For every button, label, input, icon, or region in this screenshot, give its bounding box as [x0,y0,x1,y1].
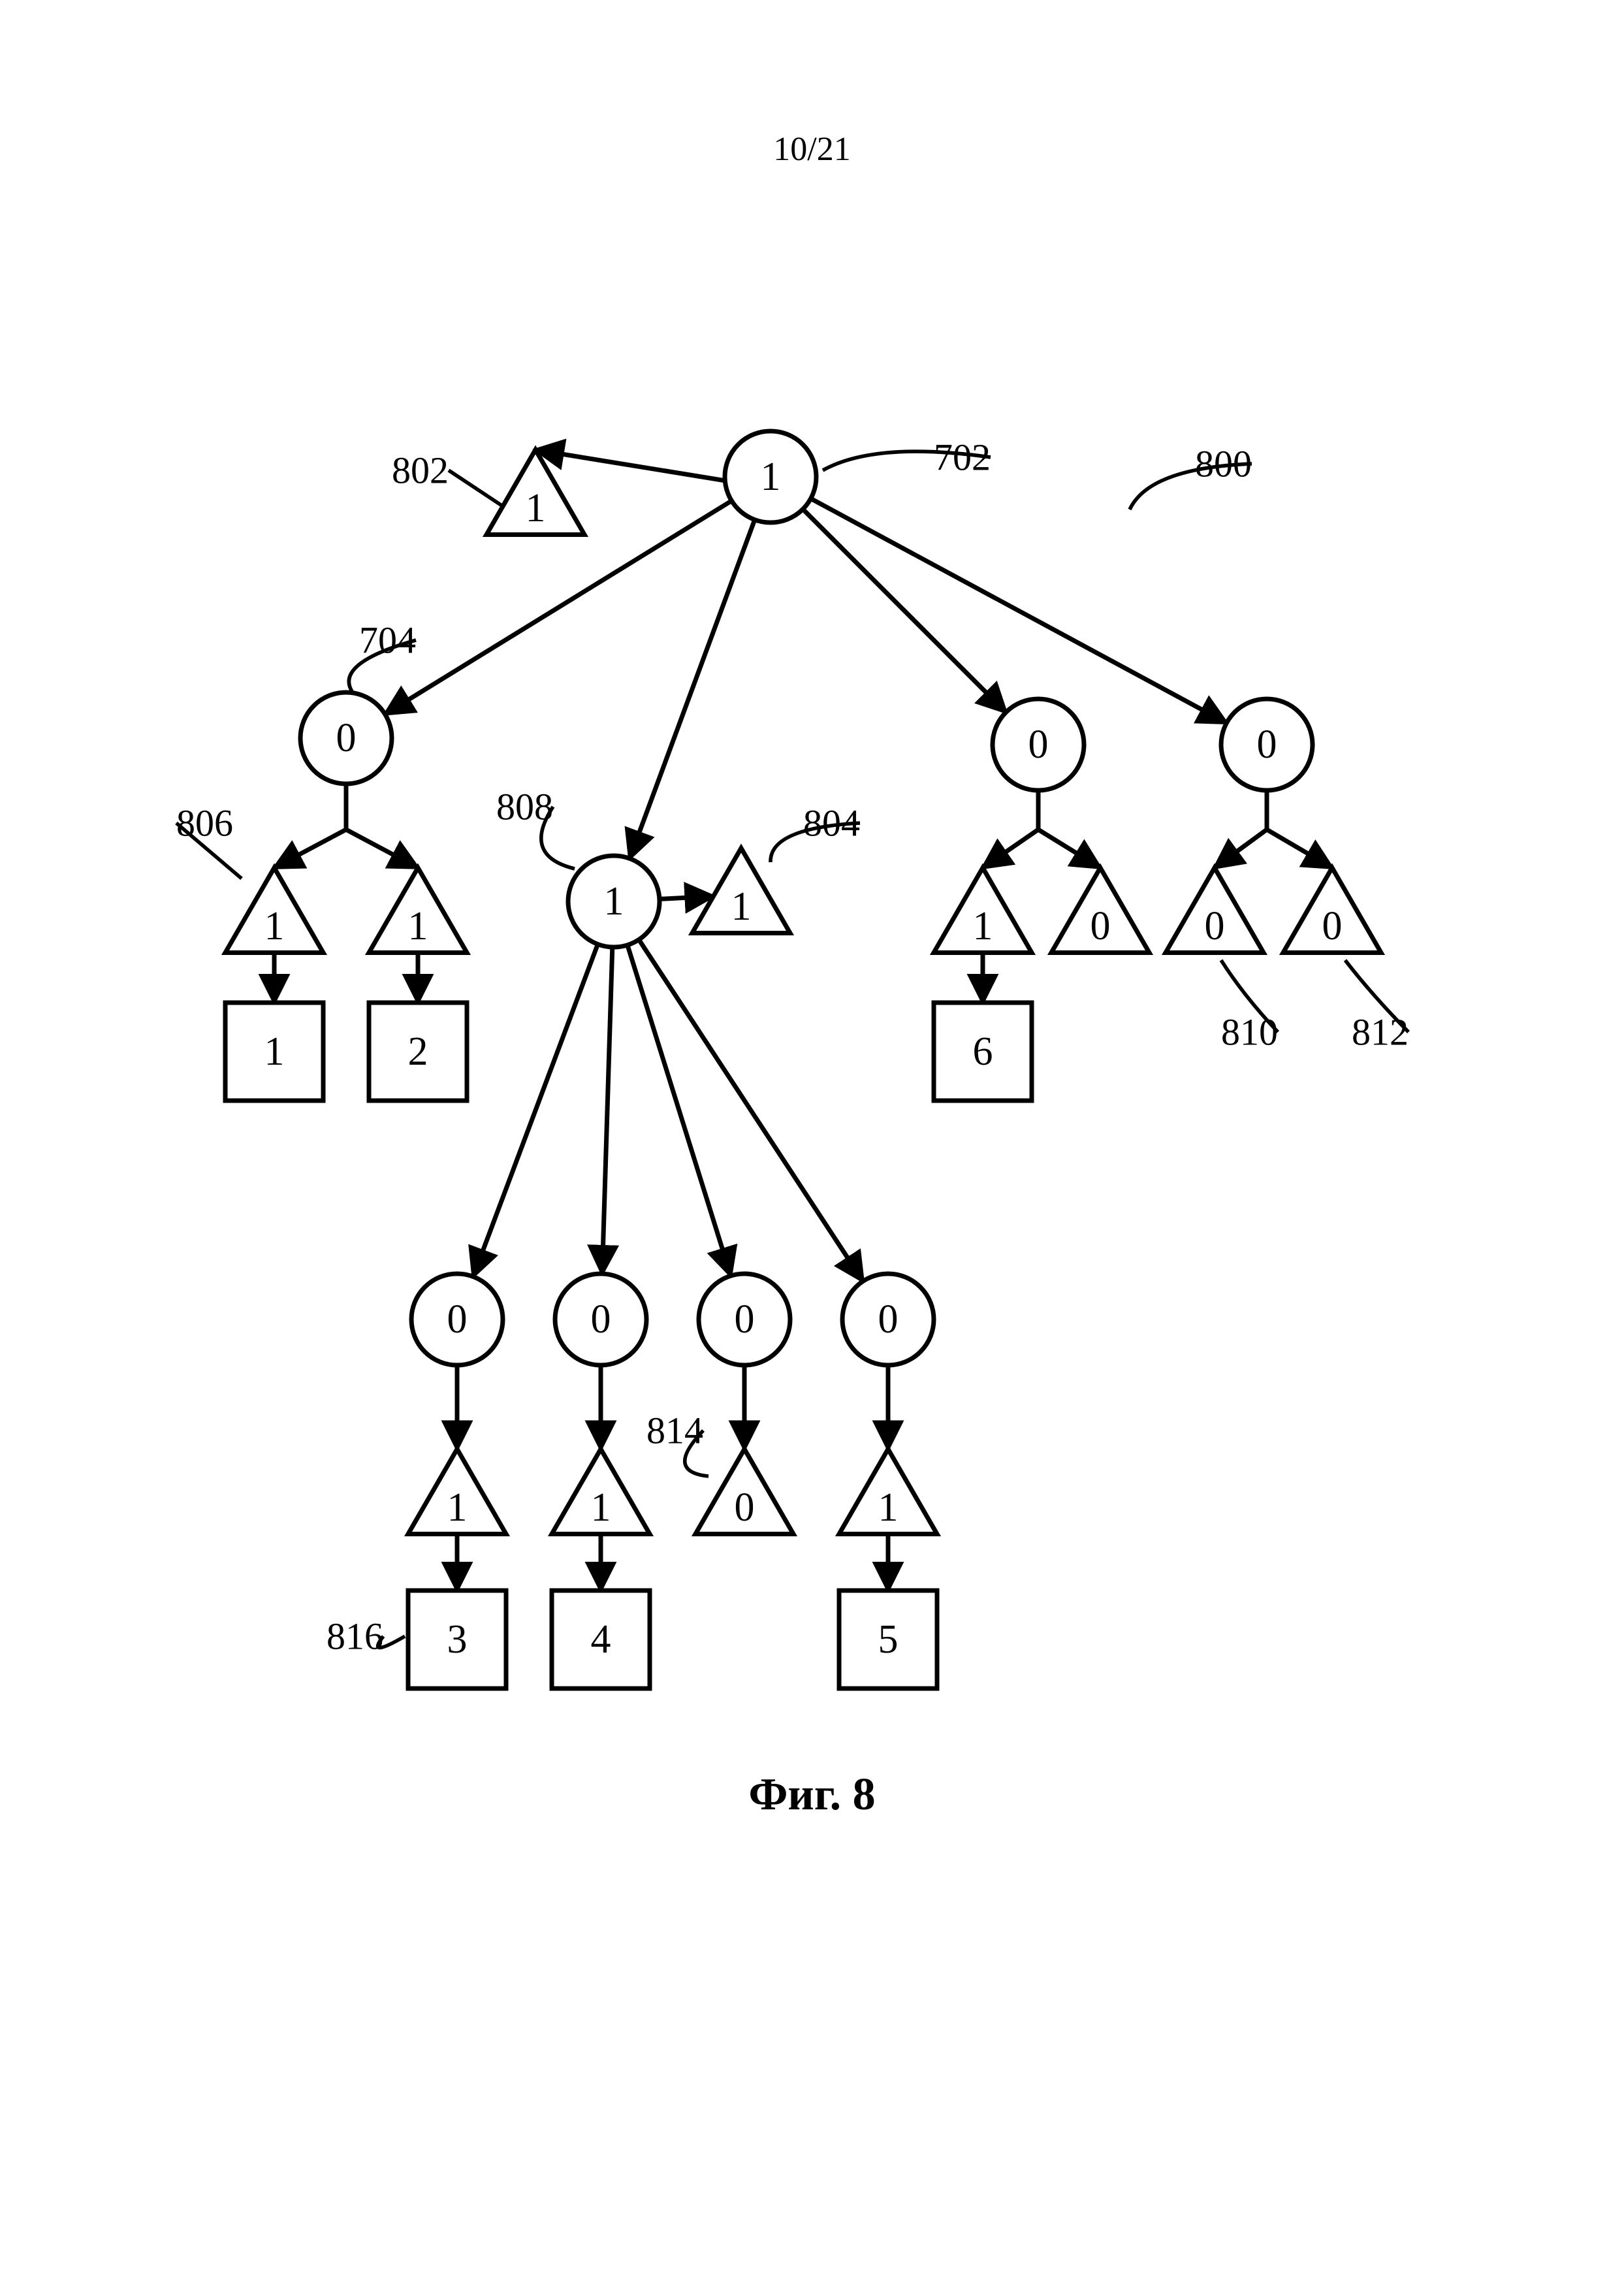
edge [983,790,1038,868]
node-value: 0 [336,716,357,760]
node-triangle: 0 [695,1449,793,1534]
edge [628,945,731,1276]
node-triangle: 1 [408,1449,506,1534]
reference-label: 800 [1195,443,1252,485]
node-circle: 0 [699,1274,790,1365]
edge [803,509,1006,712]
node-value: 1 [591,1485,611,1530]
node-circle: 0 [555,1274,646,1365]
edge [660,896,714,899]
node-square: 5 [839,1591,937,1688]
edge [1038,790,1100,868]
reference-label: 810 [1221,1011,1278,1054]
reference-label: 814 [646,1410,703,1452]
node-value: 0 [735,1485,755,1530]
node-value: 1 [604,879,624,924]
node-triangle: 1 [225,868,323,953]
node-circle: 1 [725,431,816,523]
diagram-canvas: 10/2111010011110001260000110134580270280… [0,0,1624,2294]
node-circle: 0 [300,692,392,784]
node-value: 1 [973,904,993,948]
edge [274,784,346,868]
edge [346,784,418,868]
node-square: 4 [552,1591,650,1688]
node-value: 1 [447,1485,468,1530]
reference-label: 806 [176,802,233,845]
node-value: 1 [878,1485,899,1530]
node-square: 2 [369,1003,467,1101]
edge [1215,790,1267,868]
node-value: 2 [408,1029,428,1074]
node-value: 6 [973,1029,993,1074]
edge [811,498,1227,723]
node-square: 3 [408,1591,506,1688]
page-number: 10/21 [773,131,850,168]
node-triangle: 1 [552,1449,650,1534]
node-square: 6 [934,1003,1032,1101]
node-circle: 0 [993,699,1084,790]
node-circle: 0 [411,1274,503,1365]
node-value: 1 [264,904,285,948]
edge [1267,790,1332,868]
reference-label: 804 [803,802,860,845]
node-circle: 0 [842,1274,934,1365]
node-square: 1 [225,1003,323,1101]
edge [535,450,725,481]
edge [473,945,598,1277]
node-circle: 1 [568,856,660,947]
node-value: 1 [408,904,428,948]
node-value: 4 [591,1617,611,1662]
node-triangle: 0 [1283,868,1381,953]
node-triangle: 1 [692,848,790,933]
node-circle: 0 [1221,699,1313,790]
reference-label: 704 [359,619,416,662]
reference-label: 802 [392,449,449,492]
node-value: 0 [1091,904,1111,948]
node-value: 0 [1257,722,1277,767]
node-value: 0 [735,1297,755,1342]
node-value: 0 [447,1297,468,1342]
node-value: 0 [1028,722,1049,767]
labels: 802 702 800 704 806 808 804 810 812 814 816 [176,436,1409,1658]
reference-label: 808 [496,786,553,828]
edge [629,520,755,859]
node-triangle: 1 [839,1449,937,1534]
node-value: 1 [526,486,546,530]
edge [602,947,613,1274]
node-value: 1 [264,1029,285,1074]
node-value: 5 [878,1617,899,1662]
reference-label: 702 [934,436,991,479]
node-triangle: 0 [1051,868,1149,953]
node-triangle: 1 [369,868,467,953]
node-triangle: 1 [486,450,584,535]
edge [639,940,863,1282]
node-value: 0 [1205,904,1225,948]
reference-label: 812 [1352,1011,1409,1054]
node-value: 1 [731,884,752,929]
node-value: 0 [591,1297,611,1342]
node-triangle: 0 [1166,868,1264,953]
node-value: 0 [878,1297,899,1342]
node-value: 3 [447,1617,468,1662]
figure-caption: Фиг. 8 [748,1769,875,1820]
reference-label: 816 [326,1615,383,1658]
node-value: 0 [1322,904,1343,948]
label-leader [449,470,503,506]
node-value: 1 [761,455,781,499]
node-triangle: 1 [934,868,1032,953]
